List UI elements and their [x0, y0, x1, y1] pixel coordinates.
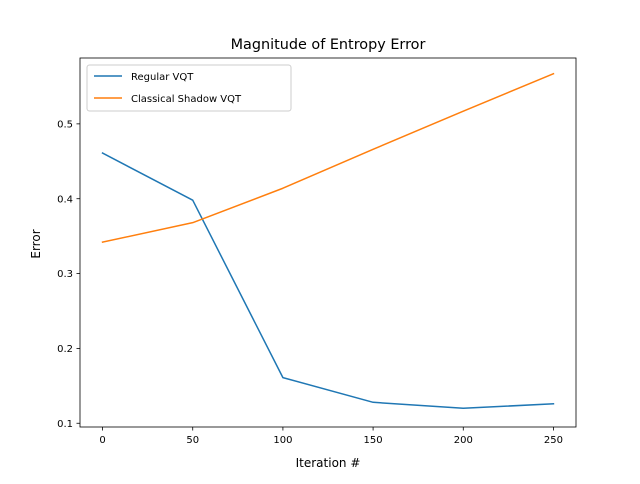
- x-tick-label: 100: [273, 435, 292, 446]
- axes-frame: [79, 57, 577, 428]
- y-tick-label: 0.3: [57, 269, 73, 280]
- legend: Regular VQT Classical Shadow VQT: [86, 64, 292, 112]
- y-axis-label: Error: [29, 229, 43, 258]
- y-tick-label: 0.2: [57, 344, 73, 355]
- legend-label-1: Regular VQT: [131, 72, 194, 83]
- plot-area: 0 50 100 150 200 250 0.1 0.2 0.3 0.4 0.5: [57, 57, 577, 446]
- y-tick-label: 0.1: [57, 419, 73, 430]
- x-axis-label: Iteration #: [296, 456, 361, 470]
- y-tick-label: 0.4: [57, 194, 73, 205]
- legend-label-2: Classical Shadow VQT: [131, 94, 242, 105]
- x-tick-label: 50: [186, 435, 199, 446]
- x-tick-label: 0: [99, 435, 105, 446]
- series-line-2: [101, 72, 555, 244]
- series-line-1: [101, 152, 555, 410]
- x-tick-label: 150: [364, 435, 383, 446]
- x-tick-label: 250: [544, 435, 563, 446]
- legend-box: [86, 64, 292, 112]
- x-tick-label: 200: [454, 435, 473, 446]
- chart-title: Magnitude of Entropy Error: [231, 37, 426, 53]
- y-tick-label: 0.5: [57, 119, 73, 130]
